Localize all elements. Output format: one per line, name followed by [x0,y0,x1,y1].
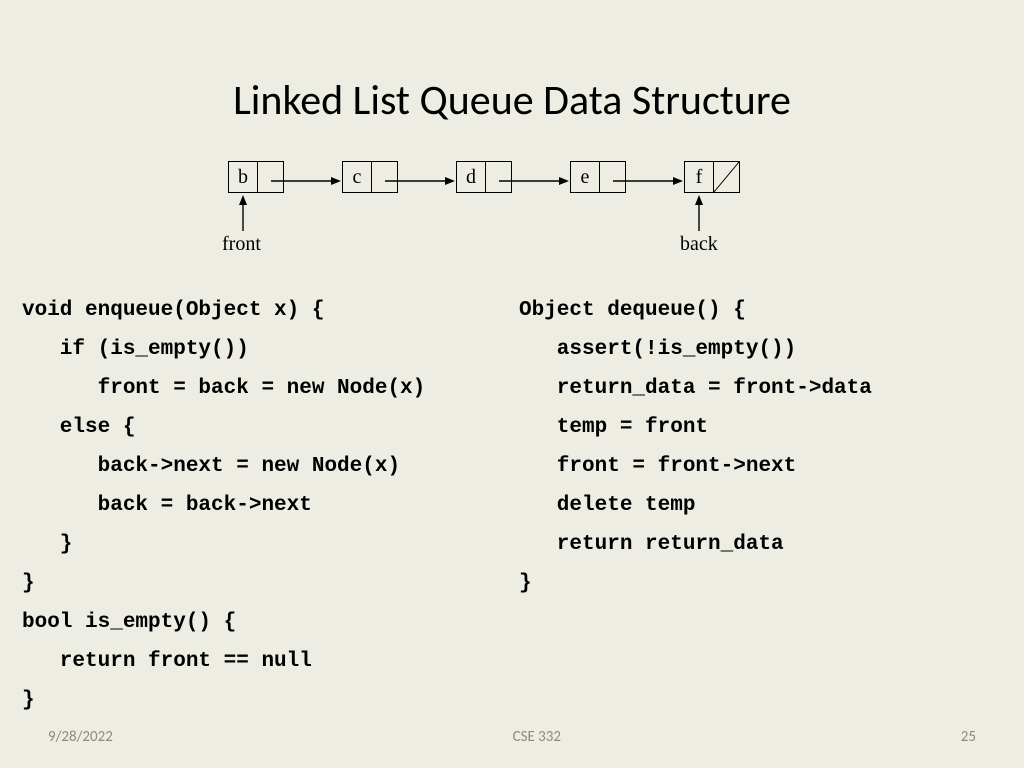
footer-course: CSE 332 [513,728,561,746]
footer-date: 9/28/2022 [48,728,113,746]
front-arrow [238,195,248,236]
code-dequeue: Object dequeue() { assert(!is_empty()) r… [519,291,1002,720]
next-arrow [499,176,569,178]
node-value: e [570,161,600,193]
code-enqueue: void enqueue(Object x) { if (is_empty())… [22,291,505,720]
page-title: Linked List Queue Data Structure [0,0,1024,156]
node-value: c [342,161,372,193]
node-value: f [684,161,714,193]
list-node: f [684,161,740,193]
code-area: void enqueue(Object x) { if (is_empty())… [0,271,1024,720]
linked-list-diagram: b c d e f front back [228,161,1024,271]
slide-footer: 9/28/2022 CSE 332 25 [0,728,1024,746]
node-value: b [228,161,258,193]
next-arrow [613,176,683,178]
node-value: d [456,161,486,193]
footer-page: 25 [961,728,976,746]
back-label: back [680,233,718,256]
node-null-pointer [714,161,740,193]
next-arrow [385,176,455,178]
next-arrow [271,176,341,178]
back-arrow [694,195,704,236]
front-label: front [222,233,261,256]
